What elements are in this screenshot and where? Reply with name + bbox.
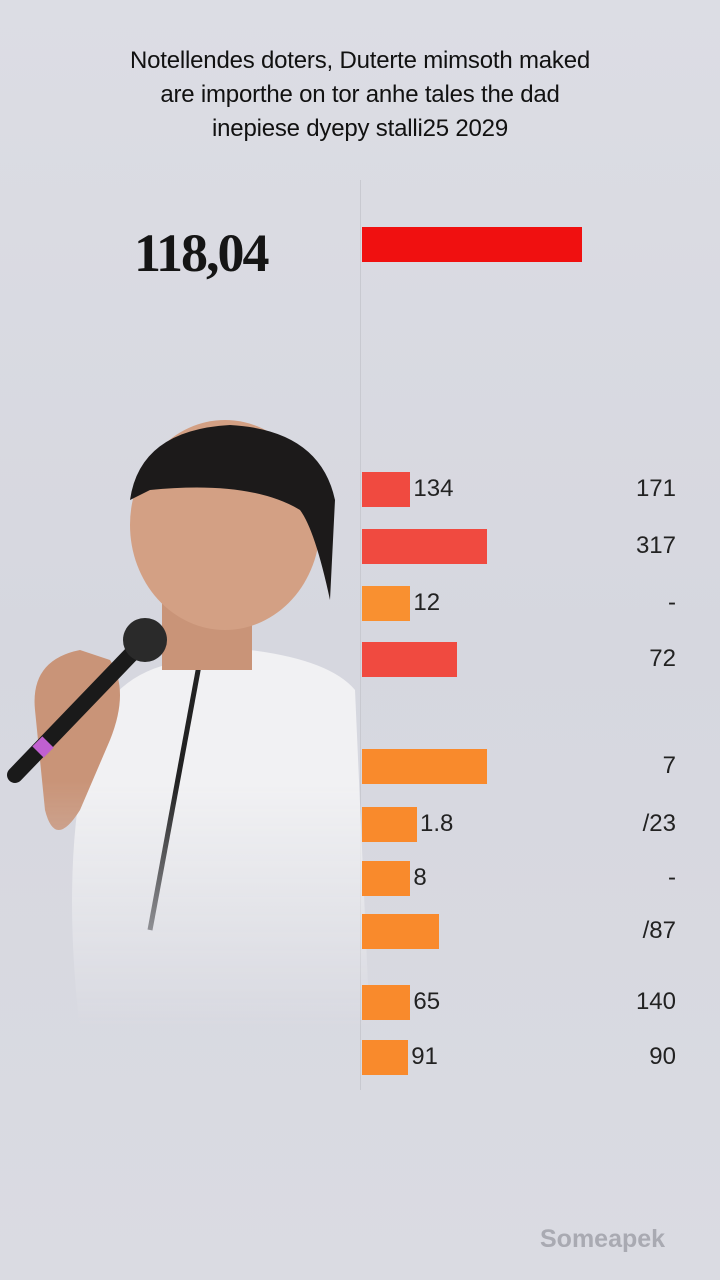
bar-label: 65 bbox=[413, 988, 441, 1015]
right-value: 317 bbox=[635, 532, 676, 559]
bar-label: 91 bbox=[411, 1043, 438, 1070]
bar-label: 8 bbox=[413, 864, 427, 891]
chart-title: Notellendes doters, Duterte mimsoth make… bbox=[40, 44, 680, 146]
bar-label: 12 bbox=[413, 589, 441, 616]
axis-line bbox=[360, 180, 361, 1090]
speaker-photo bbox=[7, 420, 370, 1030]
right-value: 140 bbox=[635, 988, 676, 1015]
bar bbox=[362, 861, 411, 896]
title-line-1: Notellendes doters, Duterte mimsoth make… bbox=[129, 47, 590, 74]
title-line-3: inepiese dyepy stalli25 2029 bbox=[212, 115, 508, 142]
bar-label: 1.8 bbox=[420, 810, 454, 837]
headline-bar bbox=[362, 227, 582, 262]
bar bbox=[362, 472, 411, 507]
microphone-icon bbox=[7, 618, 167, 783]
bar bbox=[362, 642, 457, 677]
right-value: 72 bbox=[649, 645, 676, 672]
bar bbox=[362, 529, 488, 564]
headline-number: 118,04 bbox=[134, 223, 270, 283]
right-value: - bbox=[668, 589, 676, 616]
bar bbox=[362, 586, 411, 621]
bar-label: 134 bbox=[413, 475, 454, 502]
right-value: /23 bbox=[642, 810, 676, 837]
bar bbox=[362, 914, 439, 949]
right-value: /87 bbox=[642, 917, 676, 944]
bar bbox=[362, 807, 417, 842]
right-value: - bbox=[668, 864, 676, 891]
right-value: 7 bbox=[662, 752, 676, 779]
bar bbox=[362, 985, 411, 1020]
title-line-2: are importhe on tor anhe tales the dad bbox=[160, 81, 560, 108]
right-value: 90 bbox=[649, 1043, 676, 1070]
bar bbox=[362, 1040, 409, 1075]
right-value: 171 bbox=[635, 475, 676, 502]
bar bbox=[362, 749, 488, 784]
watermark: Someapek bbox=[540, 1225, 666, 1253]
